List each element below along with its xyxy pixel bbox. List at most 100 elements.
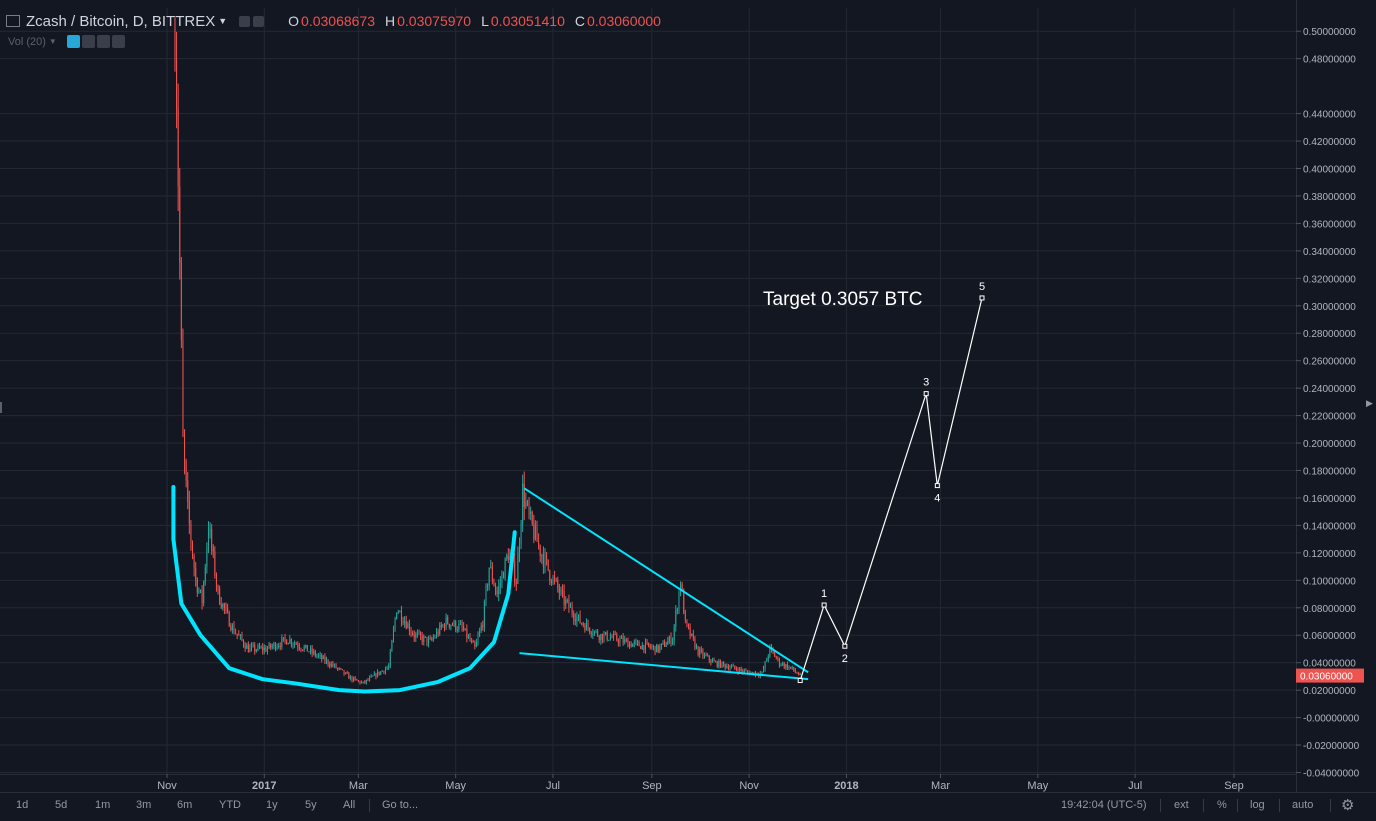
candle-body [498, 586, 500, 594]
candle-body [290, 639, 292, 645]
ext-toggle[interactable]: ext [1174, 799, 1189, 811]
candle-body [337, 668, 339, 670]
range-1m-button[interactable]: 1m [95, 799, 111, 811]
open-key: O [288, 13, 300, 29]
candle-body [523, 483, 525, 507]
range-3m-button[interactable]: 3m [136, 799, 152, 811]
range-all-button[interactable]: All [343, 799, 356, 811]
candle-body [643, 644, 645, 651]
candle-body [455, 621, 457, 630]
candle-body [499, 582, 501, 587]
range-6m-button[interactable]: 6m [177, 799, 193, 811]
gear-icon[interactable]: ⚙ [1341, 797, 1355, 814]
candle-body [313, 651, 315, 654]
range-5y-button[interactable]: 5y [305, 799, 317, 811]
x-tick-label: Nov [739, 780, 759, 792]
y-tick-label: 0.32000000 [1303, 274, 1356, 285]
candle-body [271, 646, 273, 648]
candle-body [606, 632, 608, 640]
candle-body [641, 644, 643, 650]
candle-body [798, 673, 800, 675]
candle-body [206, 547, 208, 568]
wave-label: 1 [821, 588, 827, 600]
candle-body [632, 643, 634, 647]
candle-body [488, 567, 490, 586]
candle-body [252, 645, 254, 647]
gear-icon[interactable] [253, 15, 265, 27]
candle-body [640, 646, 642, 650]
y-tick-label: 0.36000000 [1303, 219, 1356, 230]
candle-body [418, 632, 420, 634]
range-5d-button[interactable]: 5d [55, 799, 68, 811]
candle-body [633, 641, 635, 644]
drag-handle[interactable] [0, 402, 2, 413]
last-price-badge [1296, 668, 1364, 683]
candle-body [359, 681, 361, 684]
settings-icon[interactable] [239, 15, 251, 27]
candle-body [319, 654, 321, 656]
plus-icon[interactable] [96, 35, 110, 48]
candle-body [357, 680, 359, 682]
candle-body [207, 531, 209, 548]
wave-point [979, 295, 985, 301]
chevron-down-icon[interactable]: ▼ [218, 16, 228, 26]
candle-body [692, 633, 694, 639]
candle-body [463, 627, 465, 631]
candle-body [474, 642, 476, 648]
candle-body [265, 647, 267, 652]
y-tick-label: 0.02000000 [1303, 686, 1356, 697]
candle-body [348, 673, 350, 679]
menu-icon[interactable] [6, 15, 20, 27]
candle-body [696, 646, 698, 649]
close-key: C [574, 13, 585, 29]
goto-button[interactable]: Go to... [382, 799, 419, 811]
candle-body [341, 669, 343, 671]
candle-body [577, 614, 579, 617]
candle-body [416, 633, 418, 635]
candle-body [372, 675, 374, 677]
settings-icon[interactable] [81, 35, 95, 48]
bottom-toolbar: 1d 5d 1m 3m 6m YTD 1y 5y All Go to... 19… [0, 796, 1376, 816]
candle-body [375, 673, 377, 677]
eye-icon[interactable] [66, 35, 80, 48]
candle-body [322, 656, 324, 660]
candle-body [378, 671, 380, 675]
candle-body [622, 637, 624, 643]
log-toggle[interactable]: log [1250, 799, 1265, 811]
range-1d-button[interactable]: 1d [16, 799, 29, 811]
candle-body [353, 677, 355, 681]
chevron-down-icon[interactable]: ▼ [48, 37, 57, 46]
candle-body [697, 646, 699, 655]
candle-body [651, 646, 653, 648]
candle-body [289, 639, 291, 644]
candle-body [284, 637, 286, 640]
range-ytd-button[interactable]: YTD [219, 799, 241, 811]
symbol-title[interactable]: Zcash / Bitcoin, D, BITTREX [26, 12, 216, 30]
volume-label[interactable]: Vol (20) [8, 35, 46, 48]
candle-body [593, 631, 595, 634]
candle-body [243, 640, 245, 646]
candle-body [747, 671, 749, 673]
candle-body [711, 660, 713, 663]
candle-body [522, 483, 524, 524]
candle-body [504, 558, 506, 579]
auto-toggle[interactable]: auto [1292, 799, 1314, 811]
candle-body [506, 555, 508, 559]
y-tick-label: 0.40000000 [1303, 165, 1356, 176]
candle-body [370, 675, 372, 678]
candle-body [609, 637, 611, 640]
candle-body [723, 661, 725, 665]
chevron-right-icon[interactable]: ▶ [1366, 398, 1373, 408]
candle-body [217, 585, 219, 589]
percent-toggle[interactable]: % [1217, 799, 1227, 811]
candle-body [766, 659, 768, 662]
candle-body [700, 649, 702, 651]
y-tick-label: -0.04000000 [1303, 769, 1360, 780]
candle-body [555, 579, 557, 581]
candle-body [426, 636, 428, 644]
range-1y-button[interactable]: 1y [266, 799, 278, 811]
candle-body [783, 663, 785, 668]
candle-body [453, 621, 455, 626]
close-icon[interactable] [111, 35, 125, 48]
